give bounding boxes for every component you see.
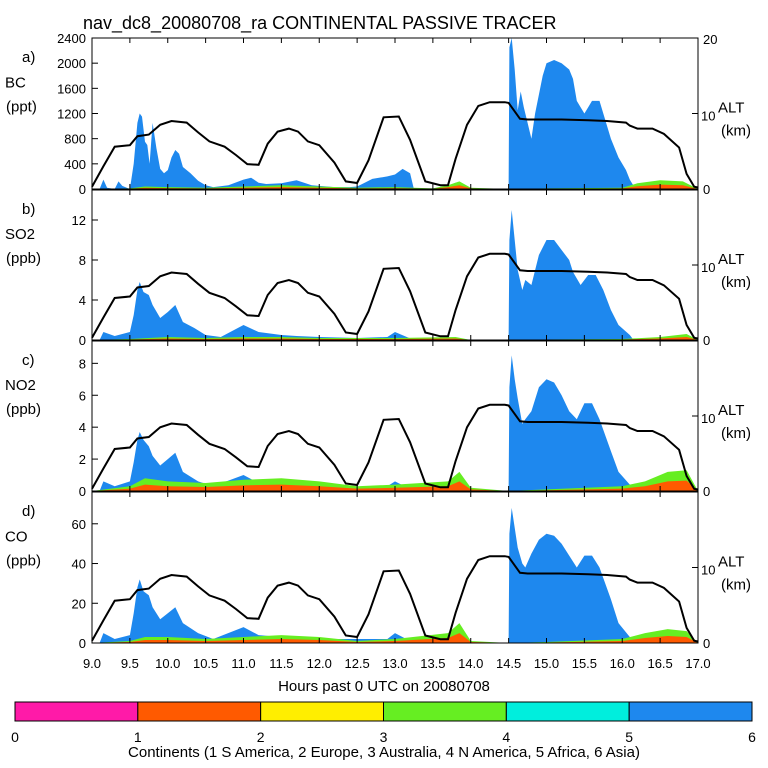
y-tick-label: 8: [79, 356, 86, 371]
x-tick-label: 16.0: [610, 656, 635, 671]
y-tick-label: 2400: [57, 31, 86, 46]
alt-tick-label: 0: [703, 333, 710, 348]
x-tick-label: 12.5: [344, 656, 369, 671]
x-axis: 9.0 9.5 10.0 10.5 11.0 11.5 12.0 12.5 13.0 13.5 14…: [83, 38, 711, 671]
alt-axis-label: ALT: [718, 251, 744, 268]
colorbar-swatch: [383, 701, 507, 722]
y-tick-label: 800: [64, 132, 86, 147]
panel-bc: 0 400 800 1200 1600 2000 2400 0 10 20 ALT (km) a) BC (…: [5, 31, 751, 197]
colorbar-tick-label: 1: [134, 729, 142, 745]
y-tick-label: 4: [79, 420, 86, 435]
alt-axis-label: ALT: [718, 402, 744, 419]
y-tick-label: 2: [79, 452, 86, 467]
x-tick-label: 11.5: [269, 656, 293, 671]
alt-tick-label: 0: [703, 636, 710, 651]
panel-co: 0 20 40 60 0 10 ALT (km) d) CO (ppb): [5, 491, 751, 651]
y-tick-label: 1600: [57, 81, 86, 96]
y-tick-label: 0: [79, 484, 86, 499]
y-tick-label: 40: [72, 557, 86, 572]
asia-tracer-area: [92, 507, 698, 643]
y-tick-label: 2000: [57, 56, 86, 71]
colorbar-tick-label: 0: [11, 729, 19, 745]
alt-tick-label: 10: [701, 563, 715, 578]
panel-so2: 0 4 8 12 0 10 ALT (km) b) SO2 (ppb): [5, 189, 751, 348]
x-tick-label: 9.5: [121, 656, 139, 671]
alt-tick-label: 0: [703, 182, 710, 197]
alt-tick-label: 20: [703, 32, 717, 47]
species-label: SO2: [5, 226, 35, 243]
asia-tracer-area: [92, 38, 698, 189]
alt-axis-label: ALT: [718, 100, 744, 117]
colorbar-tick-label: 2: [257, 729, 265, 745]
colorbar-swatch: [137, 701, 262, 722]
y-tick-label: 6: [79, 388, 86, 403]
alt-axis-unit: (km): [721, 274, 751, 291]
alt-tick-label: 10: [701, 109, 715, 124]
y-tick-label: 0: [79, 636, 86, 651]
colorbar-tick-label: 6: [748, 729, 756, 745]
x-tick-label: 9.0: [83, 656, 101, 671]
x-tick-label: 10.0: [155, 656, 180, 671]
y-tick-label: 1200: [57, 107, 86, 122]
x-tick-label: 15.0: [534, 656, 559, 671]
x-tick-label: 10.5: [193, 656, 218, 671]
altitude-line: [91, 252, 699, 340]
altitude-line: [91, 403, 699, 491]
colorbar: 0 1 2 3 4 5 6: [11, 701, 756, 745]
colorbar-swatch: [628, 701, 753, 722]
y-tick-label: 8: [79, 253, 86, 268]
y-tick-label: 0: [79, 182, 86, 197]
y-tick-label: 20: [72, 596, 86, 611]
x-tick-label: 15.5: [572, 656, 597, 671]
alt-tick-label: 10: [701, 260, 715, 275]
chart-panels: 0400800120016002000240001020ALT(km)a)BC(…: [5, 31, 751, 651]
colorbar-swatch: [260, 701, 384, 722]
species-label: NO2: [5, 377, 36, 394]
alt-tick-label: 0: [703, 484, 710, 499]
species-unit: (ppt): [6, 99, 37, 116]
panel-no2: 0 2 4 6 8 0 10 ALT (km) c) NO2 (ppb): [5, 340, 751, 499]
colorbar-tick-label: 4: [502, 729, 510, 745]
panel-letter: d): [22, 503, 35, 520]
species-unit: (ppb): [6, 250, 41, 267]
x-tick-label: 16.5: [647, 656, 672, 671]
asia-tracer-area: [92, 210, 698, 340]
asia-tracer-area: [92, 355, 698, 491]
alt-axis-unit: (km): [721, 123, 751, 140]
x-tick-label: 13.0: [382, 656, 407, 671]
altitude-line: [91, 555, 699, 643]
species-label: CO: [5, 529, 28, 546]
x-tick-label: 14.5: [496, 656, 521, 671]
x-tick-label: 14.0: [458, 656, 483, 671]
alt-axis-label: ALT: [718, 554, 744, 571]
colorbar-label: Continents (1 S America, 2 Europe, 3 Aus…: [128, 744, 640, 761]
chart-title: nav_dc8_20080708_ra CONTINENTAL PASSIVE …: [83, 13, 557, 34]
x-tick-label: 13.5: [420, 656, 445, 671]
species-unit: (ppb): [6, 401, 41, 418]
x-tick-label: 11.0: [231, 656, 255, 671]
colorbar-swatch: [505, 701, 630, 722]
x-tick-label: 12.0: [307, 656, 332, 671]
alt-axis-unit: (km): [721, 425, 751, 442]
x-tick-label: 17.0: [685, 656, 710, 671]
panel-letter: c): [22, 352, 35, 369]
colorbar-tick-label: 5: [625, 729, 633, 745]
y-tick-label: 12: [72, 213, 86, 228]
colorbar-tick-label: 3: [380, 729, 388, 745]
alt-tick-label: 10: [701, 411, 715, 426]
panel-letter: a): [22, 49, 35, 66]
x-axis-label: Hours past 0 UTC on 20080708: [278, 678, 490, 695]
y-tick-label: 4: [79, 293, 86, 308]
altitude-line: [91, 101, 699, 189]
alt-axis-unit: (km): [721, 577, 751, 594]
y-tick-label: 400: [64, 157, 86, 172]
colorbar-swatch: [14, 701, 139, 722]
panel-letter: b): [22, 201, 35, 218]
y-tick-label: 0: [79, 333, 86, 348]
species-unit: (ppb): [6, 553, 41, 570]
species-label: BC: [5, 75, 26, 92]
y-tick-label: 60: [72, 517, 86, 532]
